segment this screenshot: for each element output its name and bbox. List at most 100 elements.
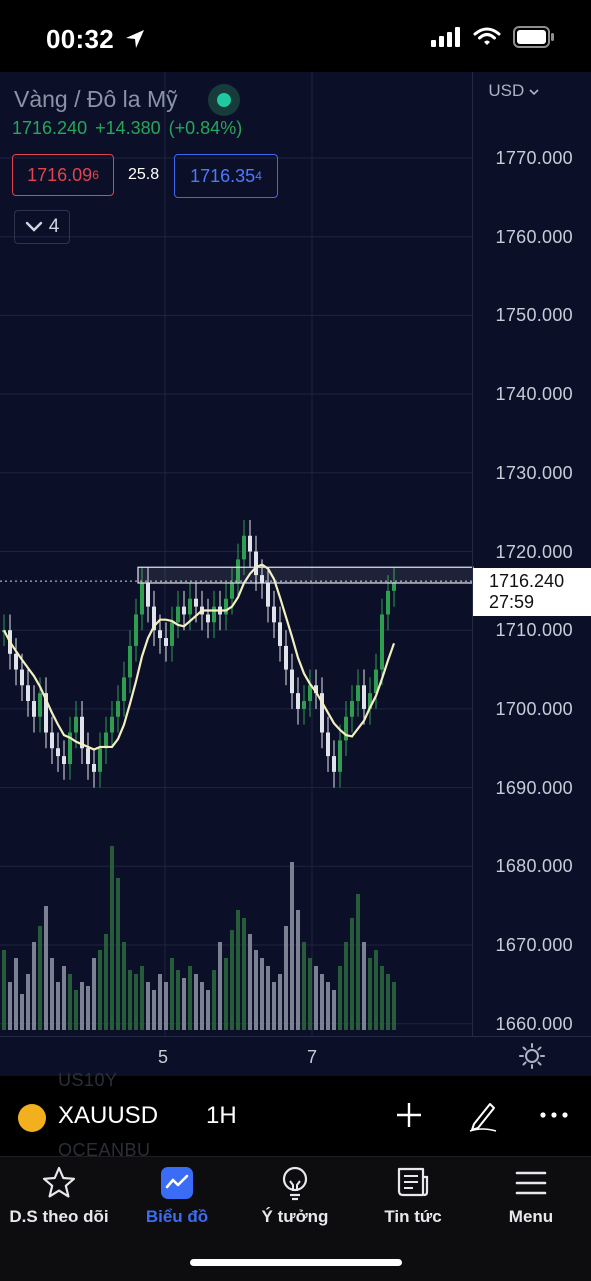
location-arrow-icon <box>126 30 144 48</box>
price-axis-label: 1730.000 <box>495 462 573 483</box>
candle-body <box>146 582 150 607</box>
volume-bar <box>200 982 204 1030</box>
volume-bar <box>134 974 138 1030</box>
volume-bar <box>242 918 246 1030</box>
volume-bar <box>188 966 192 1030</box>
status-bar: 00:32 <box>0 0 591 72</box>
interval-button[interactable]: 1H <box>206 1102 237 1129</box>
volume-bar <box>140 966 144 1030</box>
volume-bar <box>128 970 132 1030</box>
plus-icon[interactable] <box>394 1096 424 1134</box>
volume-bar <box>326 982 330 1030</box>
volume-bar <box>26 974 30 1030</box>
pencil-drawing-icon[interactable] <box>466 1096 500 1134</box>
price-axis-label: 1720.000 <box>495 541 573 562</box>
currency-label: USD <box>488 81 525 100</box>
candle-body <box>254 551 258 576</box>
price-axis-label: 1750.000 <box>495 305 573 326</box>
volume-bar <box>224 958 228 1030</box>
candle-body <box>338 740 342 772</box>
nav-news[interactable]: Tin tức <box>354 1165 472 1227</box>
volume-bar <box>194 974 198 1030</box>
chart-area[interactable]: Vàng / Đô la Mỹ 1716.240 +14.380 (+0.84%) … <box>0 72 591 1076</box>
indicators-toggle-button[interactable]: 4 <box>14 210 70 244</box>
price-chart[interactable] <box>0 72 591 1036</box>
candle-body <box>26 685 30 702</box>
candle-body <box>134 614 138 646</box>
volume-bar <box>380 966 384 1030</box>
volume-bar <box>320 974 324 1030</box>
candle-body <box>248 535 252 552</box>
time-axis[interactable]: 5 7 <box>0 1036 591 1077</box>
bid-price: 1716.09 <box>27 164 93 185</box>
price-axis-label: 1700.000 <box>495 698 573 719</box>
price-change-percent: (+0.84%) <box>168 118 243 138</box>
symbol-search-button[interactable]: XAUUSD <box>58 1102 159 1129</box>
chart-settings-icon[interactable] <box>519 1043 545 1069</box>
volume-bar <box>338 966 342 1030</box>
candle-body <box>98 748 102 772</box>
nav-menu[interactable]: Menu <box>472 1165 590 1227</box>
last-price-tag: 1716.240 27:59 <box>473 568 591 616</box>
candle-body <box>266 582 270 607</box>
volume-bar <box>236 910 240 1030</box>
price-axis-label: 1710.000 <box>495 620 573 641</box>
candle-body <box>284 645 288 670</box>
candle-body <box>32 701 36 717</box>
candle-body <box>296 693 300 709</box>
candle-body <box>326 732 330 757</box>
nav-label: Biểu đồ <box>145 1207 209 1226</box>
volume-bar <box>122 942 126 1030</box>
current-price: 1716.240 <box>12 118 88 138</box>
volume-bar <box>290 862 294 1030</box>
price-change: +14.380 <box>95 118 161 138</box>
candle-body <box>392 582 396 591</box>
volume-bar <box>230 930 234 1030</box>
ghost-symbol: OCEANBU <box>58 1140 151 1160</box>
volume-bar <box>104 934 108 1030</box>
price-axis[interactable]: USD 1770.000 1760.000 1750.000 1740.000 1730… <box>472 72 591 1036</box>
volume-bar <box>266 966 270 1030</box>
currency-select[interactable]: USD <box>488 81 539 101</box>
candle-body <box>104 732 108 749</box>
candle-body <box>332 756 336 772</box>
candle-body <box>92 763 96 772</box>
candle-body <box>212 606 216 623</box>
volume-bar <box>38 926 42 1030</box>
time-label: 5 <box>158 1047 169 1067</box>
volume-bar <box>254 950 258 1030</box>
buy-button[interactable]: 1716.35 4 <box>174 154 278 198</box>
bid-pip: 6 <box>92 168 99 182</box>
nav-label: D.S theo dõi <box>9 1207 109 1226</box>
last-price-label: 1716.240 <box>489 571 565 591</box>
volume-bar <box>302 942 306 1030</box>
bar-countdown: 27:59 <box>489 592 535 612</box>
volume-bar <box>296 910 300 1030</box>
nav-chart[interactable]: Biểu đồ <box>118 1165 236 1227</box>
price-axis-label: 1670.000 <box>495 935 573 955</box>
price-axis-label: 1680.000 <box>495 856 573 877</box>
volume-bar <box>344 942 348 1030</box>
candle-body <box>14 653 18 670</box>
chevron-down-icon <box>25 221 42 232</box>
volume-bar <box>152 990 156 1030</box>
nav-watchlist[interactable]: D.S theo dõi <box>0 1165 118 1227</box>
price-axis-label: 1760.000 <box>495 226 573 247</box>
volume-bar <box>110 846 114 1030</box>
volume-bar <box>170 958 174 1030</box>
candle-body <box>44 693 48 733</box>
price-axis-label: 1740.000 <box>495 384 573 405</box>
nav-ideas[interactable]: Ý tưởng <box>236 1165 354 1227</box>
volume-bar <box>392 982 396 1030</box>
candle-body <box>56 748 60 757</box>
more-options-icon[interactable] <box>538 1096 570 1134</box>
volume-bar <box>146 982 150 1030</box>
nav-label: Ý tưởng <box>261 1207 329 1226</box>
symbol-title[interactable]: Vàng / Đô la Mỹ <box>14 86 178 112</box>
candle-body <box>308 685 312 702</box>
sell-button[interactable]: 1716.09 6 <box>12 154 114 196</box>
nav-label: Tin tức <box>384 1207 442 1226</box>
candle-body <box>158 630 162 639</box>
candle-body <box>152 606 156 631</box>
volume-bar <box>206 990 210 1030</box>
